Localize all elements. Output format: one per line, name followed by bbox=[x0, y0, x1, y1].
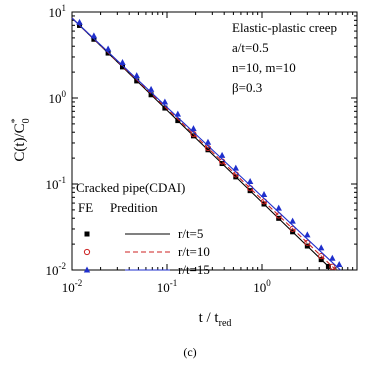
legend-marker bbox=[83, 248, 91, 256]
y-label-text: C(t)/C bbox=[12, 123, 28, 161]
tick-label: 101 bbox=[49, 3, 67, 20]
fe-marker bbox=[190, 125, 197, 132]
annotation: β=0.3 bbox=[232, 80, 262, 95]
fe-marker bbox=[175, 118, 181, 124]
tick-label: 10-1 bbox=[157, 278, 178, 295]
fe-marker bbox=[218, 151, 226, 158]
y-axis-label: C(t)/C*0 bbox=[10, 118, 32, 161]
fe-marker bbox=[205, 147, 211, 153]
fe-marker bbox=[304, 243, 310, 249]
tick-base: 10 bbox=[157, 280, 170, 295]
y-label-sub: 0 bbox=[21, 118, 32, 123]
tick-label: 10-2 bbox=[46, 261, 67, 278]
legend-header: Predition bbox=[110, 200, 158, 215]
fe-marker bbox=[329, 254, 336, 261]
tick-label: 10-1 bbox=[46, 175, 67, 192]
annotation: a/t=0.5 bbox=[232, 40, 269, 55]
tick-base: 10 bbox=[62, 280, 75, 295]
fe-marker bbox=[161, 98, 169, 105]
tick-exponent: -2 bbox=[59, 261, 67, 271]
x-label-text: t / t bbox=[199, 310, 220, 326]
fe-marker bbox=[325, 263, 331, 269]
fe-marker bbox=[147, 85, 155, 92]
fe-marker bbox=[246, 177, 254, 184]
tick-base: 10 bbox=[253, 280, 266, 295]
fe-marker bbox=[190, 133, 196, 139]
legend-title: Cracked pipe(CDAI) bbox=[76, 180, 185, 195]
caption: (c) bbox=[183, 345, 196, 359]
fe-marker bbox=[119, 58, 126, 65]
tick-base: 10 bbox=[46, 177, 59, 192]
prediction-line bbox=[71, 17, 341, 271]
tick-exponent: 0 bbox=[266, 278, 271, 288]
x-label-sub: red bbox=[219, 318, 232, 329]
fe-marker bbox=[260, 190, 268, 197]
tick-exponent: 0 bbox=[62, 89, 67, 99]
tick-base: 10 bbox=[49, 91, 62, 106]
fe-marker bbox=[329, 263, 336, 270]
fe-marker bbox=[275, 204, 282, 211]
fe-marker bbox=[289, 217, 296, 224]
tick-label: 10-2 bbox=[62, 278, 83, 295]
annotation: n=10, m=10 bbox=[232, 60, 296, 75]
fe-marker bbox=[133, 72, 140, 79]
legend-marker bbox=[83, 266, 91, 273]
fe-marker bbox=[304, 239, 311, 246]
plot-frame bbox=[71, 11, 358, 271]
fe-marker bbox=[76, 18, 83, 25]
tick-exponent: -1 bbox=[59, 175, 67, 185]
legend-marker bbox=[84, 231, 90, 237]
fe-marker bbox=[90, 32, 98, 39]
fe-marker bbox=[318, 244, 325, 251]
fe-marker bbox=[162, 105, 168, 111]
fe-marker bbox=[232, 164, 240, 171]
x-axis-label: t / tred bbox=[199, 310, 232, 329]
fe-marker bbox=[119, 64, 125, 70]
fe-marker bbox=[204, 138, 212, 145]
legend-header: FE bbox=[78, 200, 93, 215]
tick-exponent: 1 bbox=[62, 3, 67, 13]
fe-marker bbox=[148, 92, 154, 98]
fe-marker bbox=[174, 110, 182, 117]
fe-marker bbox=[219, 161, 225, 167]
legend-label: r/t=15 bbox=[178, 262, 210, 277]
tick-label: 100 bbox=[49, 89, 67, 106]
tick-base: 10 bbox=[49, 5, 62, 20]
tick-exponent: -1 bbox=[170, 278, 178, 288]
fe-marker bbox=[104, 45, 112, 52]
fe-marker bbox=[134, 78, 140, 84]
legend-label: r/t=5 bbox=[178, 226, 203, 241]
legend-label: r/t=10 bbox=[178, 244, 210, 259]
annotation: Elastic-plastic creep bbox=[232, 20, 337, 35]
fe-marker bbox=[318, 253, 325, 260]
fe-marker bbox=[304, 231, 311, 238]
tick-label: 100 bbox=[253, 278, 271, 295]
y-label-sup: * bbox=[10, 118, 21, 123]
tick-base: 10 bbox=[46, 263, 59, 278]
fe-marker bbox=[289, 225, 296, 232]
fe-marker bbox=[318, 257, 324, 263]
fe-marker bbox=[336, 260, 343, 267]
tick-exponent: -2 bbox=[75, 278, 83, 288]
